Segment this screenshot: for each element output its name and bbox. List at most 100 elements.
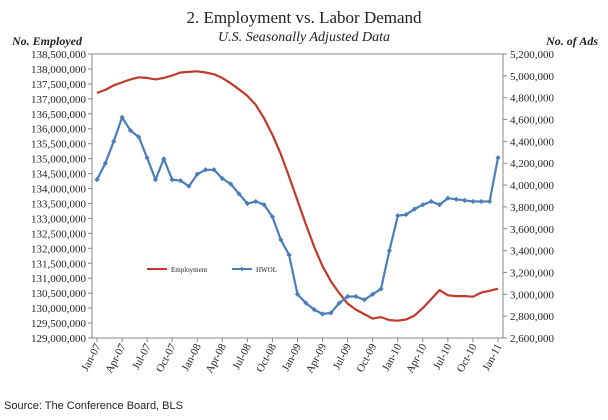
- series-line-employment: [96, 70, 499, 322]
- series-point-hwol: [194, 171, 200, 177]
- series-line-hwol: [96, 116, 500, 316]
- series-point-hwol: [253, 198, 259, 205]
- series-point-hwol: [353, 293, 359, 300]
- right-axis-label: No. of Ads: [546, 34, 598, 48]
- x-axis-tick-label: Jan-11: [480, 342, 504, 373]
- series-point-hwol: [487, 198, 493, 205]
- x-axis-tick-label: Jan-07: [79, 341, 104, 373]
- series-point-hwol: [278, 237, 284, 243]
- right-axis-tick-label: 4,200,000: [510, 158, 555, 170]
- right-axis-tick-label: 4,800,000: [510, 93, 555, 105]
- source-note: Source: The Conference Board, BLS: [4, 400, 183, 412]
- right-axis-tick-label: 5,200,000: [510, 49, 555, 61]
- left-axis-tick-label: 135,500,000: [31, 139, 87, 151]
- left-axis-tick-label: 130,500,000: [31, 288, 87, 300]
- series-point-hwol: [370, 291, 376, 297]
- series-point-hwol: [311, 307, 317, 313]
- legend-label-hwol: HWOL: [256, 266, 277, 274]
- series-point-hwol: [219, 175, 225, 182]
- x-axis-tick-label: Jan-08: [180, 341, 205, 373]
- right-axis-tick-label: 5,000,000: [510, 71, 555, 83]
- x-axis-tick-label: Jul-08: [231, 341, 255, 371]
- x-axis-tick-label: Jul-07: [130, 341, 154, 371]
- series-point-hwol: [478, 198, 484, 205]
- series-point-hwol: [361, 297, 367, 303]
- series-point-hwol: [436, 202, 443, 208]
- right-axis-tick-label: 4,600,000: [510, 115, 555, 127]
- x-axis-tick-label: Jan-09: [280, 341, 305, 373]
- series-point-hwol: [136, 134, 142, 140]
- left-axis-label: No. Employed: [12, 34, 82, 48]
- series-point-hwol: [119, 114, 125, 120]
- left-axis-tick-label: 132,000,000: [31, 243, 87, 255]
- series-point-hwol: [386, 248, 392, 254]
- series-point-hwol: [403, 211, 409, 218]
- series-point-hwol: [286, 252, 292, 258]
- left-axis-tick-label: 129,000,000: [31, 333, 87, 345]
- left-axis-tick-label: 131,500,000: [31, 258, 87, 270]
- legend-label-employment: Employment: [171, 266, 207, 274]
- left-axis-tick-label: 137,000,000: [31, 94, 87, 106]
- left-axis-tick-label: 133,500,000: [31, 198, 87, 210]
- series-point-hwol: [428, 198, 434, 205]
- left-axis-tick-label: 136,000,000: [31, 124, 87, 136]
- chart-title: 2. Employment vs. Labor Demand: [186, 8, 422, 27]
- left-axis-tick-label: 138,000,000: [31, 64, 87, 76]
- series-point-hwol: [211, 167, 217, 173]
- left-axis-tick-label: 134,000,000: [31, 184, 87, 196]
- series-point-hwol: [495, 155, 501, 161]
- series-point-hwol: [294, 291, 301, 297]
- right-axis-tick-label: 2,800,000: [510, 311, 555, 323]
- series-point-hwol: [94, 177, 100, 183]
- series-point-hwol: [328, 310, 334, 316]
- right-axis-tick-label: 4,400,000: [510, 136, 555, 148]
- right-axis-tick-label: 2,600,000: [510, 333, 555, 345]
- x-axis-tick-label: Jul-09: [331, 341, 355, 371]
- series-point-hwol: [127, 127, 134, 134]
- right-axis-tick-label: 3,200,000: [510, 267, 555, 279]
- left-axis-tick-label: 129,500,000: [31, 318, 87, 330]
- series-point-hwol: [152, 177, 159, 183]
- left-axis-tick-label: 137,500,000: [31, 79, 87, 91]
- series-point-hwol: [261, 202, 267, 208]
- series-point-hwol: [445, 195, 451, 201]
- x-axis-tick-label: Apr-07: [103, 341, 129, 375]
- x-axis-tick-label: Apr-10: [404, 341, 430, 375]
- x-axis-tick-label: Apr-08: [204, 341, 230, 375]
- series-point-hwol: [186, 183, 192, 189]
- x-axis-tick-label: Apr-09: [304, 341, 330, 375]
- left-axis-tick-label: 136,500,000: [31, 109, 87, 121]
- series-point-hwol: [169, 177, 175, 183]
- series-point-hwol: [269, 214, 276, 220]
- left-axis-tick-label: 132,500,000: [31, 228, 87, 240]
- series-point-hwol: [228, 181, 234, 187]
- x-axis-tick-label: Jan-10: [380, 341, 405, 373]
- series-point-hwol: [378, 286, 384, 292]
- series-point-hwol: [111, 138, 117, 144]
- x-axis-tick-label: Oct-10: [455, 341, 480, 374]
- series-point-hwol: [319, 311, 326, 317]
- series-point-hwol: [203, 167, 209, 173]
- series-point-hwol: [244, 201, 250, 207]
- right-axis-tick-label: 4,000,000: [510, 180, 555, 192]
- right-axis-tick-label: 3,000,000: [510, 289, 555, 301]
- left-axis-tick-label: 135,000,000: [31, 154, 87, 166]
- series-point-hwol: [303, 300, 309, 306]
- series-point-hwol: [453, 196, 459, 202]
- series-point-hwol: [144, 155, 150, 161]
- series-point-hwol: [420, 202, 426, 208]
- left-axis-tick-label: 134,500,000: [31, 169, 87, 181]
- right-axis-tick-label: 3,800,000: [510, 202, 555, 214]
- series-point-hwol: [236, 191, 242, 197]
- left-axis-tick-label: 138,500,000: [31, 49, 87, 61]
- x-axis-tick-label: Oct-09: [354, 341, 379, 374]
- left-axis-tick-label: 130,000,000: [31, 303, 87, 315]
- series-point-hwol: [470, 198, 476, 205]
- series-point-hwol: [395, 213, 401, 219]
- series-point-hwol: [411, 206, 418, 212]
- right-axis-tick-label: 3,600,000: [510, 224, 555, 236]
- x-axis-tick-label: Oct-07: [154, 341, 179, 374]
- chart-subtitle: U.S. Seasonally Adjusted Data: [217, 30, 390, 45]
- series-point-hwol: [461, 197, 468, 203]
